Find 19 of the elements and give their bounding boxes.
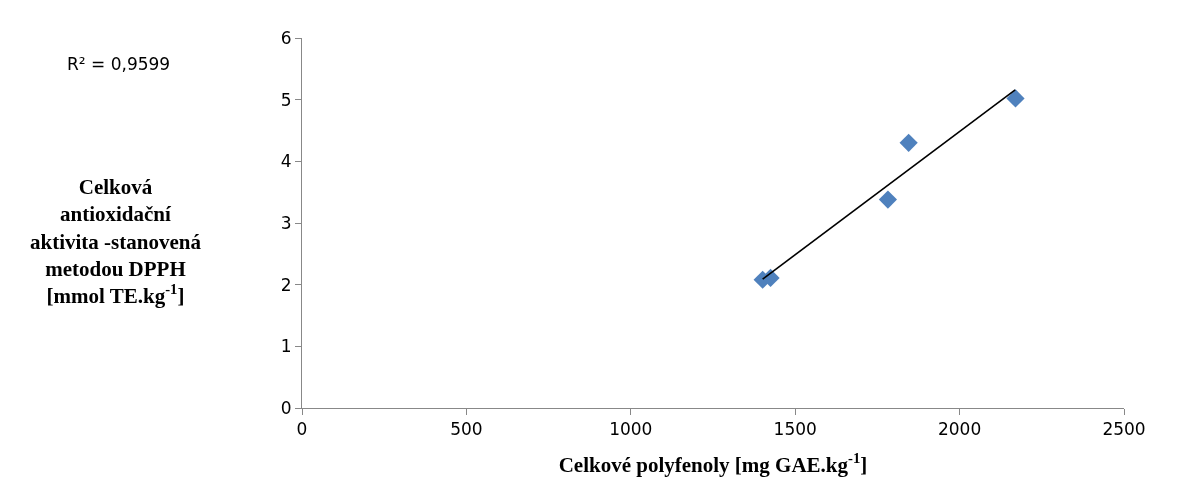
x-tick-label: 1500	[773, 419, 817, 440]
point	[1006, 89, 1025, 108]
x-tick-label: 0	[296, 419, 308, 440]
x-axis-title: Celkové polyfenoly [mg GAE.kg$^{-1}$]	[558, 449, 868, 477]
x-tick-label: 2000	[937, 419, 982, 440]
y-tick-label: 1	[280, 336, 292, 357]
y-tick-label: 2	[280, 274, 292, 295]
point	[878, 190, 898, 209]
x-tick-label: 1000	[609, 419, 653, 440]
y-tick-label: 6	[280, 27, 292, 48]
y-tick-label: 0	[280, 397, 292, 418]
x-tick-label: 2500	[1102, 419, 1146, 440]
y-axis-title: Celková antioxidační aktivita -stanovená metodou DPPH [mmol TE.kg$^{-1}$]	[30, 175, 202, 309]
x-tick-label: 500	[450, 419, 483, 440]
point	[899, 133, 918, 152]
y-tick-label: 3	[280, 212, 292, 233]
text: R² = 0,9599	[67, 54, 171, 74]
y-tick-label: 4	[280, 151, 292, 172]
y-tick-label: 5	[280, 89, 292, 110]
